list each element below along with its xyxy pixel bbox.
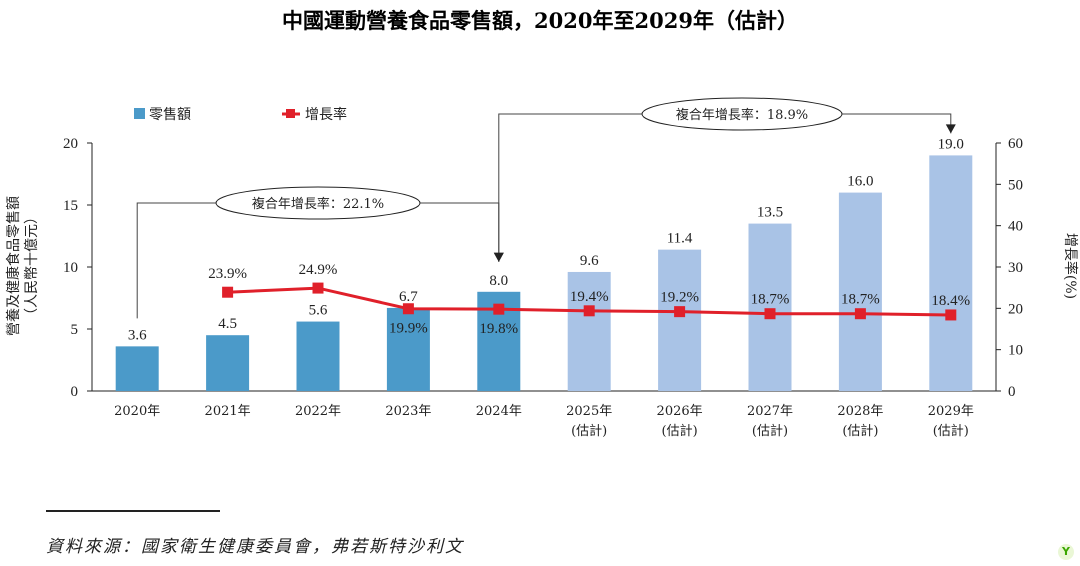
x-tick-sublabel: (估計) xyxy=(662,423,698,439)
growth-marker xyxy=(854,308,866,320)
cagr-arrowhead xyxy=(945,124,956,134)
bar xyxy=(838,192,882,391)
bar-value-labels: 3.6 4.5 5.6 6.7 8.0 9.6 11.4 13.5 16.0 19.0 xyxy=(128,136,964,343)
x-tick-sublabel: (估計) xyxy=(571,423,607,439)
y2-tick-label: 60 xyxy=(1008,136,1023,152)
legend-marker-growth xyxy=(286,109,295,118)
bar xyxy=(206,335,250,391)
bar xyxy=(386,307,430,391)
growth-marker xyxy=(493,303,505,315)
y-tick-label: 0 xyxy=(71,384,79,400)
y2-tick-label: 20 xyxy=(1008,301,1023,317)
growth-marker xyxy=(402,303,414,315)
cagr-label: 複合年增長率：18.9% xyxy=(676,107,808,123)
x-tick-label: 2024年 xyxy=(476,404,522,419)
growth-value-label: 23.9% xyxy=(208,266,247,282)
y-tick-label: 10 xyxy=(63,260,78,276)
x-tick-label: 2020年 xyxy=(114,404,160,419)
bar xyxy=(748,223,792,391)
y-tick-label: 15 xyxy=(63,198,78,214)
growth-series: 23.9% 24.9% 19.9% 19.8% 19.4% 19.2% 18.7% 18.7%… xyxy=(208,262,970,337)
bar xyxy=(929,155,973,391)
y-axis-title: 營養及健康食品零售額 xyxy=(5,196,22,336)
legend-label-growth: 增長率 xyxy=(305,106,347,123)
x-tick-sublabel: (估計) xyxy=(752,423,788,439)
bar-value-label: 6.7 xyxy=(399,289,418,305)
x-tick-label: 2025年 xyxy=(566,404,612,419)
bar-value-label: 19.0 xyxy=(938,136,964,152)
cagr-bubble xyxy=(215,186,421,220)
bar-value-label: 5.6 xyxy=(309,303,328,319)
y-axis-title-unit: （人民幣十億元） xyxy=(24,210,40,322)
growth-value-label: 18.7% xyxy=(841,292,880,308)
legend: 零售額 增長率 xyxy=(134,106,347,123)
bar-value-label: 8.0 xyxy=(489,273,508,289)
growth-value-label: 19.2% xyxy=(660,290,699,306)
growth-value-label: 24.9% xyxy=(299,262,338,278)
bar xyxy=(567,271,611,391)
y-tick-label: 5 xyxy=(71,322,79,338)
x-tick-label: 2028年 xyxy=(837,404,883,419)
x-tick-label: 2027年 xyxy=(747,404,793,419)
y2-axis-title: 增長率(%) xyxy=(1062,233,1079,299)
growth-value-label: 18.4% xyxy=(931,293,970,309)
y2-tick-label: 50 xyxy=(1008,177,1023,193)
cagr-bracket xyxy=(136,202,500,319)
brand-logo: Y xyxy=(1058,544,1074,560)
y2-tick-label: 30 xyxy=(1008,260,1023,276)
bar-value-label: 9.6 xyxy=(580,253,599,269)
growth-value-label: 19.9% xyxy=(389,321,428,337)
y2-tick-label: 10 xyxy=(1008,343,1023,359)
growth-marker xyxy=(945,309,957,321)
x-tick-label: 2029年 xyxy=(928,404,974,419)
growth-marker xyxy=(764,308,776,320)
bar-value-label: 3.6 xyxy=(128,327,147,343)
bar-value-label: 13.5 xyxy=(757,205,783,221)
growth-marker xyxy=(583,305,595,317)
x-axis-labels: 2020年 2021年 2022年 2023年 2024年 2025年 (估計) 2026年 (… xyxy=(114,404,974,439)
bar-value-label: 16.0 xyxy=(847,174,873,190)
x-tick-label: 2021年 xyxy=(205,404,251,419)
bar-value-label: 4.5 xyxy=(218,316,237,332)
cagr-bracket xyxy=(498,113,952,262)
bar xyxy=(115,346,159,391)
x-tick-label: 2023年 xyxy=(385,404,431,419)
growth-value-label: 18.7% xyxy=(751,292,790,308)
growth-marker xyxy=(312,282,324,294)
source-note: 資料來源：國家衛生健康委員會，弗若斯特沙利文 xyxy=(46,537,464,557)
cagr-annotations: 複合年增長率：22.1% 複合年增長率：18.9% xyxy=(136,97,956,319)
y2-axis-ticks: 0 10 20 30 40 50 60 xyxy=(996,136,1023,400)
cagr-label: 複合年增長率：22.1% xyxy=(252,196,384,212)
x-tick-label: 2022年 xyxy=(295,404,341,419)
y-tick-label: 20 xyxy=(63,136,78,152)
bar-series xyxy=(115,155,973,391)
y2-tick-label: 40 xyxy=(1008,219,1023,235)
source-divider xyxy=(46,510,220,512)
x-tick-sublabel: (估計) xyxy=(842,423,878,439)
cagr-arrowhead xyxy=(493,252,504,262)
growth-marker xyxy=(674,306,686,318)
y2-tick-label: 0 xyxy=(1008,384,1016,400)
chart: 中國運動營養食品零售額，2020年至2029年（估計） 零售額 增長率 營養及健… xyxy=(5,8,1079,439)
bar xyxy=(296,321,340,391)
legend-swatch-retail xyxy=(134,108,145,119)
growth-value-label: 19.4% xyxy=(570,289,609,305)
cagr-bubble xyxy=(641,97,843,131)
bar-value-label: 11.4 xyxy=(667,231,693,247)
bar xyxy=(658,249,702,391)
growth-marker xyxy=(222,286,234,298)
legend-label-retail: 零售額 xyxy=(149,107,191,123)
chart-title: 中國運動營養食品零售額，2020年至2029年（估計） xyxy=(282,8,798,33)
x-tick-label: 2026年 xyxy=(657,404,703,419)
y-axis-ticks: 0 5 10 15 20 xyxy=(63,136,92,400)
x-tick-sublabel: (估計) xyxy=(933,423,969,439)
growth-value-label: 19.8% xyxy=(479,321,518,337)
